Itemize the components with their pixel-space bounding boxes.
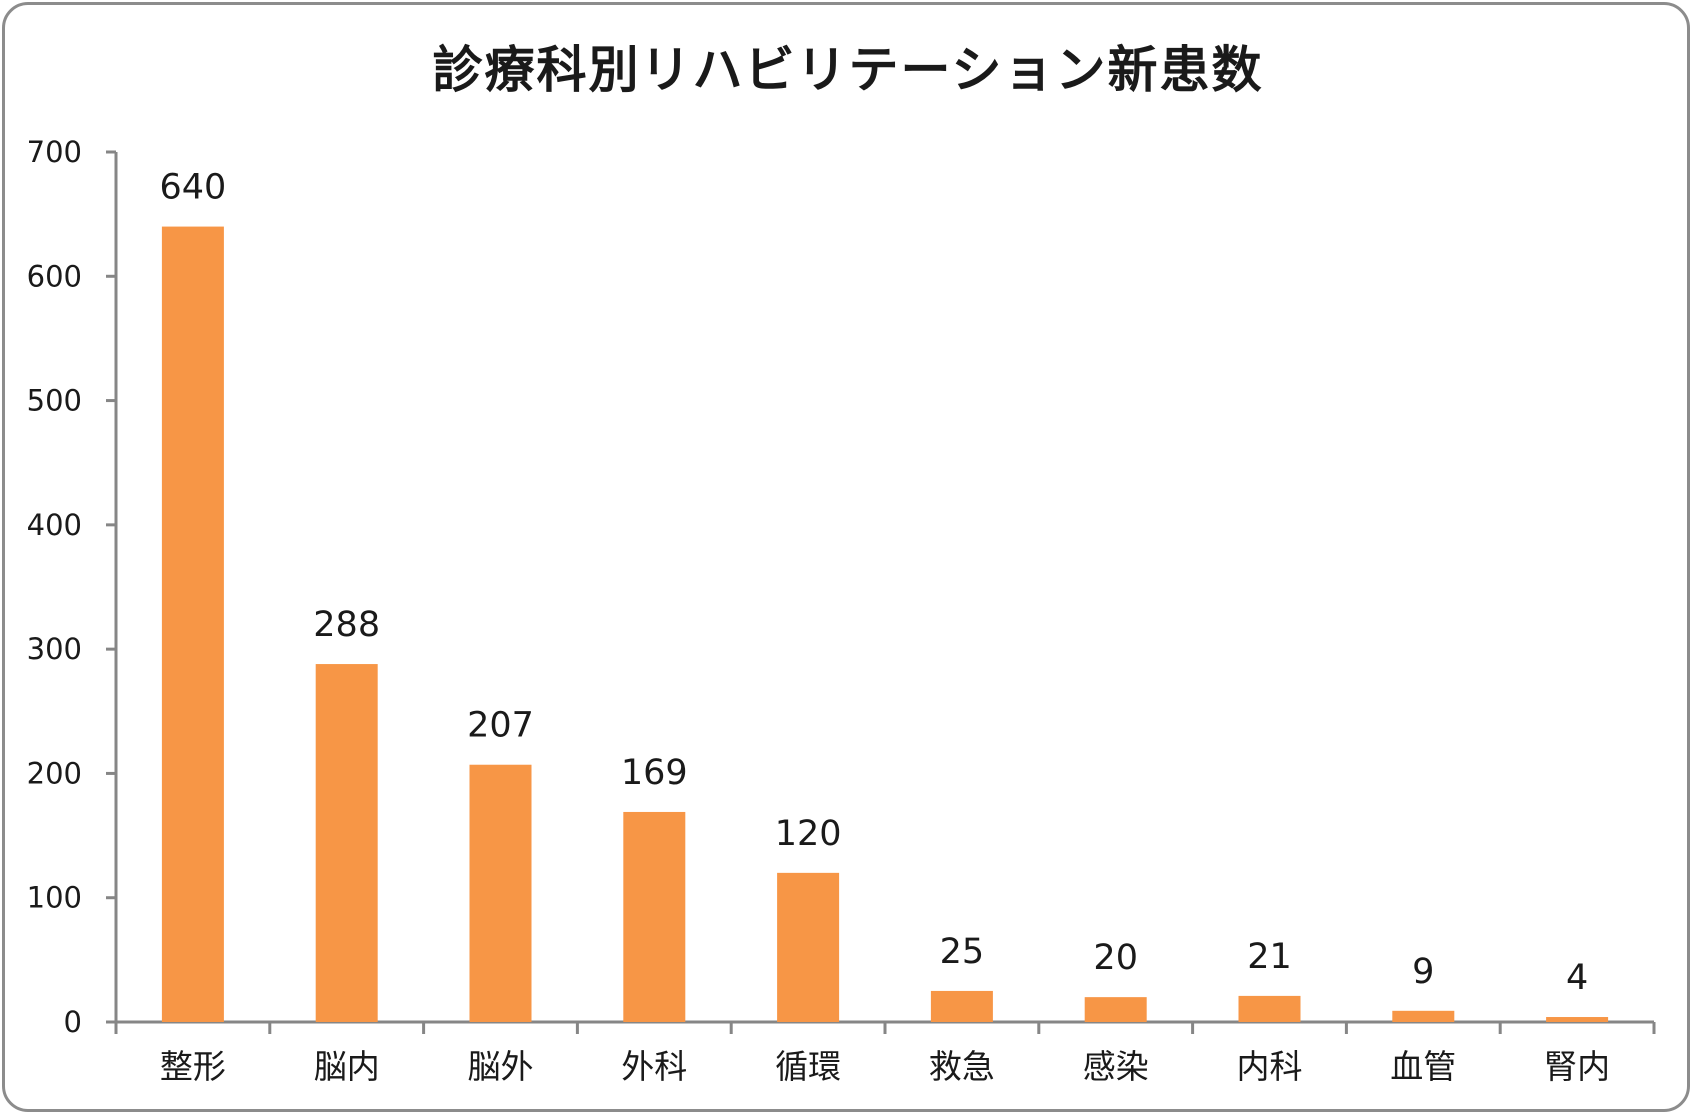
data-label: 4: [1566, 958, 1588, 998]
category-label: 感染: [1083, 1047, 1149, 1086]
bar: [1546, 1017, 1609, 1022]
data-label: 9: [1412, 952, 1434, 992]
bar: [930, 990, 993, 1022]
y-tick-label: 400: [27, 508, 82, 542]
y-tick-label: 300: [27, 632, 82, 666]
chart-title: 診療科別リハビリテーション新患数: [432, 41, 1264, 99]
data-label: 640: [159, 168, 226, 208]
bar: [777, 872, 840, 1022]
category-label: 脳内: [314, 1047, 380, 1086]
y-tick-label: 600: [27, 259, 82, 293]
y-tick-label: 500: [27, 384, 82, 418]
category-label: 救急: [929, 1047, 995, 1086]
category-label: 整形: [160, 1047, 226, 1086]
category-label: 腎内: [1544, 1047, 1610, 1086]
data-label: 120: [775, 814, 842, 854]
data-label: 207: [467, 706, 534, 746]
bar: [623, 811, 686, 1022]
category-label: 外科: [621, 1047, 687, 1086]
data-label: 25: [940, 932, 985, 972]
y-tick-label: 0: [64, 1005, 82, 1039]
data-label: 20: [1093, 938, 1138, 978]
y-tick-label: 100: [27, 881, 82, 915]
bar: [161, 226, 224, 1023]
bar: [469, 764, 532, 1022]
category-label: 内科: [1237, 1047, 1303, 1086]
data-label: 21: [1247, 937, 1292, 977]
y-tick-label: 200: [27, 756, 82, 790]
category-label: 血管: [1390, 1047, 1456, 1086]
bar: [1238, 995, 1301, 1022]
data-label: 288: [313, 605, 380, 645]
category-label: 脳外: [468, 1047, 534, 1086]
y-tick-label: 700: [27, 135, 82, 169]
data-label: 169: [621, 753, 688, 793]
bar: [315, 664, 378, 1022]
bar: [1084, 997, 1147, 1022]
category-label: 循環: [775, 1047, 841, 1086]
bar: [1392, 1010, 1455, 1022]
